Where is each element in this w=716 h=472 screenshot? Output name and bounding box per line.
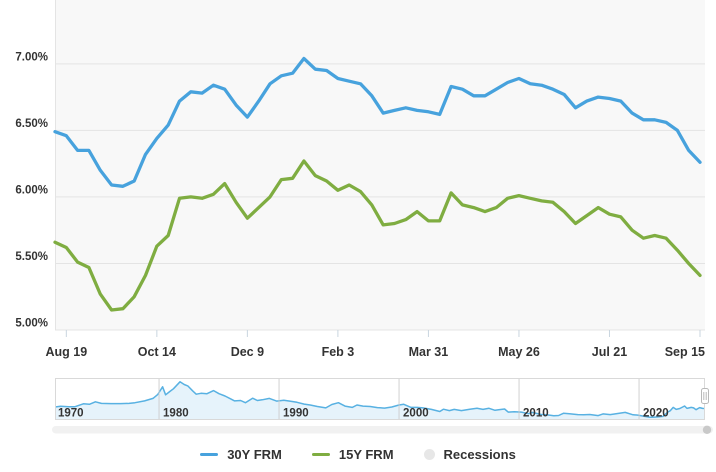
series-line-15y-frm[interactable] [53, 159, 702, 312]
y-tick-label: 7.00% [15, 51, 48, 63]
legend-item-30y-frm[interactable]: 30Y FRM [200, 447, 282, 462]
navigator-year-label: 1990 [283, 408, 309, 420]
chart-canvas: 7.00% 6.50% 6.00% 5.50% 5.00% Aug 19 Oct 14 Dec… [15, 0, 713, 434]
scrollbar-track[interactable] [52, 426, 713, 434]
series-line-30y-frm[interactable] [53, 56, 702, 188]
x-tick-label: Feb 3 [322, 345, 355, 359]
x-tick-label: May 26 [498, 345, 540, 359]
x-tick-label: Sep 15 [665, 345, 705, 359]
x-tick-label: Mar 31 [409, 345, 449, 359]
y-tick-label: 5.50% [15, 251, 48, 263]
x-tick-label: Jul 21 [592, 345, 627, 359]
legend: 30Y FRM 15Y FRM Recessions [0, 447, 716, 462]
legend-item-recessions[interactable]: Recessions [423, 447, 516, 462]
15y-frm-line-swatch [311, 452, 330, 457]
y-tick-label: 5.00% [15, 318, 48, 330]
scrollbar-thumb[interactable] [702, 425, 712, 434]
navigator-area-fill [55, 381, 705, 420]
y-tick-label: 6.00% [15, 184, 48, 196]
navigator-handle[interactable] [701, 388, 709, 404]
legend-label-30y-frm: 30Y FRM [227, 447, 282, 462]
x-tick-label: Oct 14 [138, 345, 176, 359]
plot-area[interactable] [55, 0, 705, 330]
navigator-year-label: 2010 [523, 408, 549, 420]
navigator-year-label: 2020 [643, 408, 669, 420]
30y-frm-line-swatch [200, 452, 219, 457]
x-tick-label: Aug 19 [45, 345, 87, 359]
navigator-year-label: 1980 [163, 408, 189, 420]
y-tick-label: 6.50% [15, 118, 48, 130]
legend-label-15y-frm: 15Y FRM [338, 447, 394, 462]
legend-item-15y-frm[interactable]: 15Y FRM [311, 447, 394, 462]
recessions-swatch [423, 449, 435, 460]
x-tick-label: Dec 9 [231, 345, 264, 359]
navigator-year-label: 2000 [403, 408, 429, 420]
navigator-year-label: 1970 [58, 408, 84, 420]
legend-label-recessions: Recessions [443, 447, 516, 462]
